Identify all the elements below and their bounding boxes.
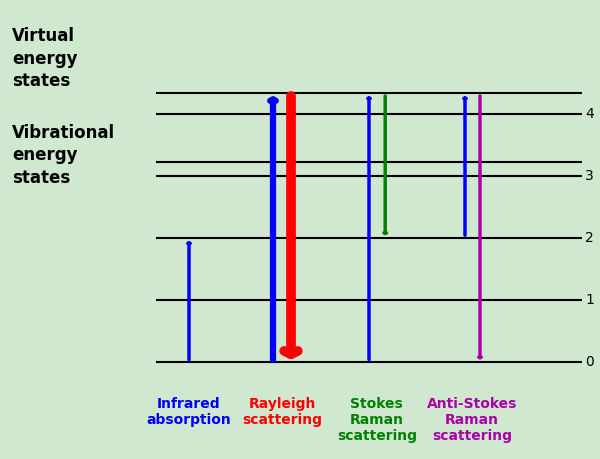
Text: 4: 4 xyxy=(585,107,594,121)
Text: Rayleigh
scattering: Rayleigh scattering xyxy=(242,397,322,427)
Text: Anti-Stokes
Raman
scattering: Anti-Stokes Raman scattering xyxy=(427,397,517,443)
Text: 0: 0 xyxy=(585,355,594,369)
Text: Vibrational
energy
states: Vibrational energy states xyxy=(12,124,115,186)
Text: Virtual
energy
states: Virtual energy states xyxy=(12,28,77,90)
Text: 2: 2 xyxy=(585,231,594,245)
Text: 3: 3 xyxy=(585,169,594,183)
Text: 1: 1 xyxy=(585,293,594,307)
Text: Stokes
Raman
scattering: Stokes Raman scattering xyxy=(337,397,417,443)
Text: Infrared
absorption: Infrared absorption xyxy=(146,397,232,427)
